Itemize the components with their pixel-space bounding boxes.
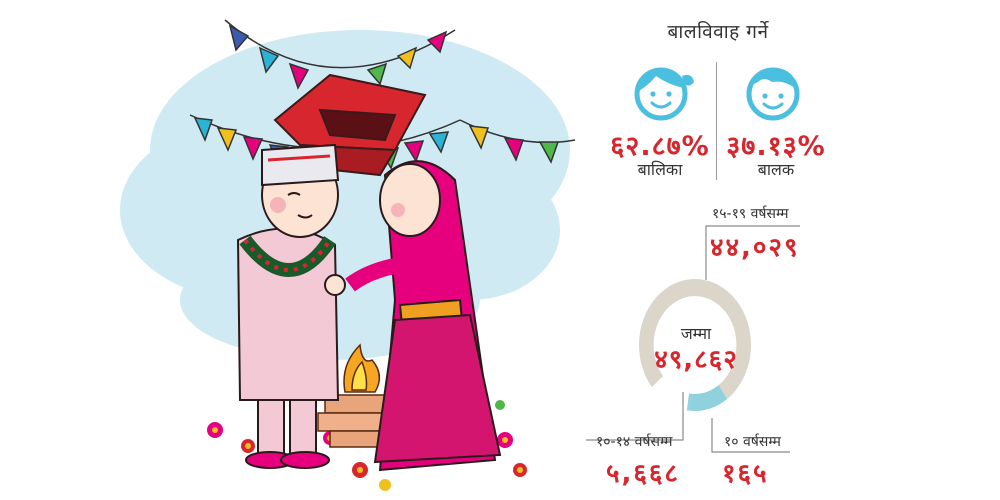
canopy-icon [273,73,427,177]
girl-face-icon [634,67,694,121]
boy-face-icon [746,67,800,121]
segment-15-19-value: ४४,०२९ [710,233,800,263]
segment-under-10-label: १० वर्षसम्म [724,434,781,450]
donut-segment-10-14 [689,385,728,411]
donut-total-value: ४९,८६२ [654,345,738,375]
segment-10-14-value: ५,६६८ [606,459,680,489]
boys-percent: ३७.१३% [726,131,826,162]
wedding-illustration [120,19,576,491]
bunting-flags-icon [189,19,576,170]
chart-title: बालविवाह गर्ने [667,21,769,43]
boys-label: बालक [757,160,795,179]
donut-total-label: जम्मा [680,324,712,343]
fire-altar-icon [317,343,399,448]
age-donut-chart [639,279,751,411]
segment-10-14-label: १०-१४ वर्षसम्म [596,434,673,450]
segment-15-19-label: १५-१९ वर्षसम्म [712,206,789,222]
girls-percent: ६२.८७% [610,131,710,162]
bride-figure [324,160,502,472]
groom-figure [236,143,340,469]
gender-divider [716,62,717,180]
donut-segment-under-10 [686,393,691,411]
segment-under-10-value: १६५ [722,459,769,489]
girls-label: बालिका [637,160,683,179]
